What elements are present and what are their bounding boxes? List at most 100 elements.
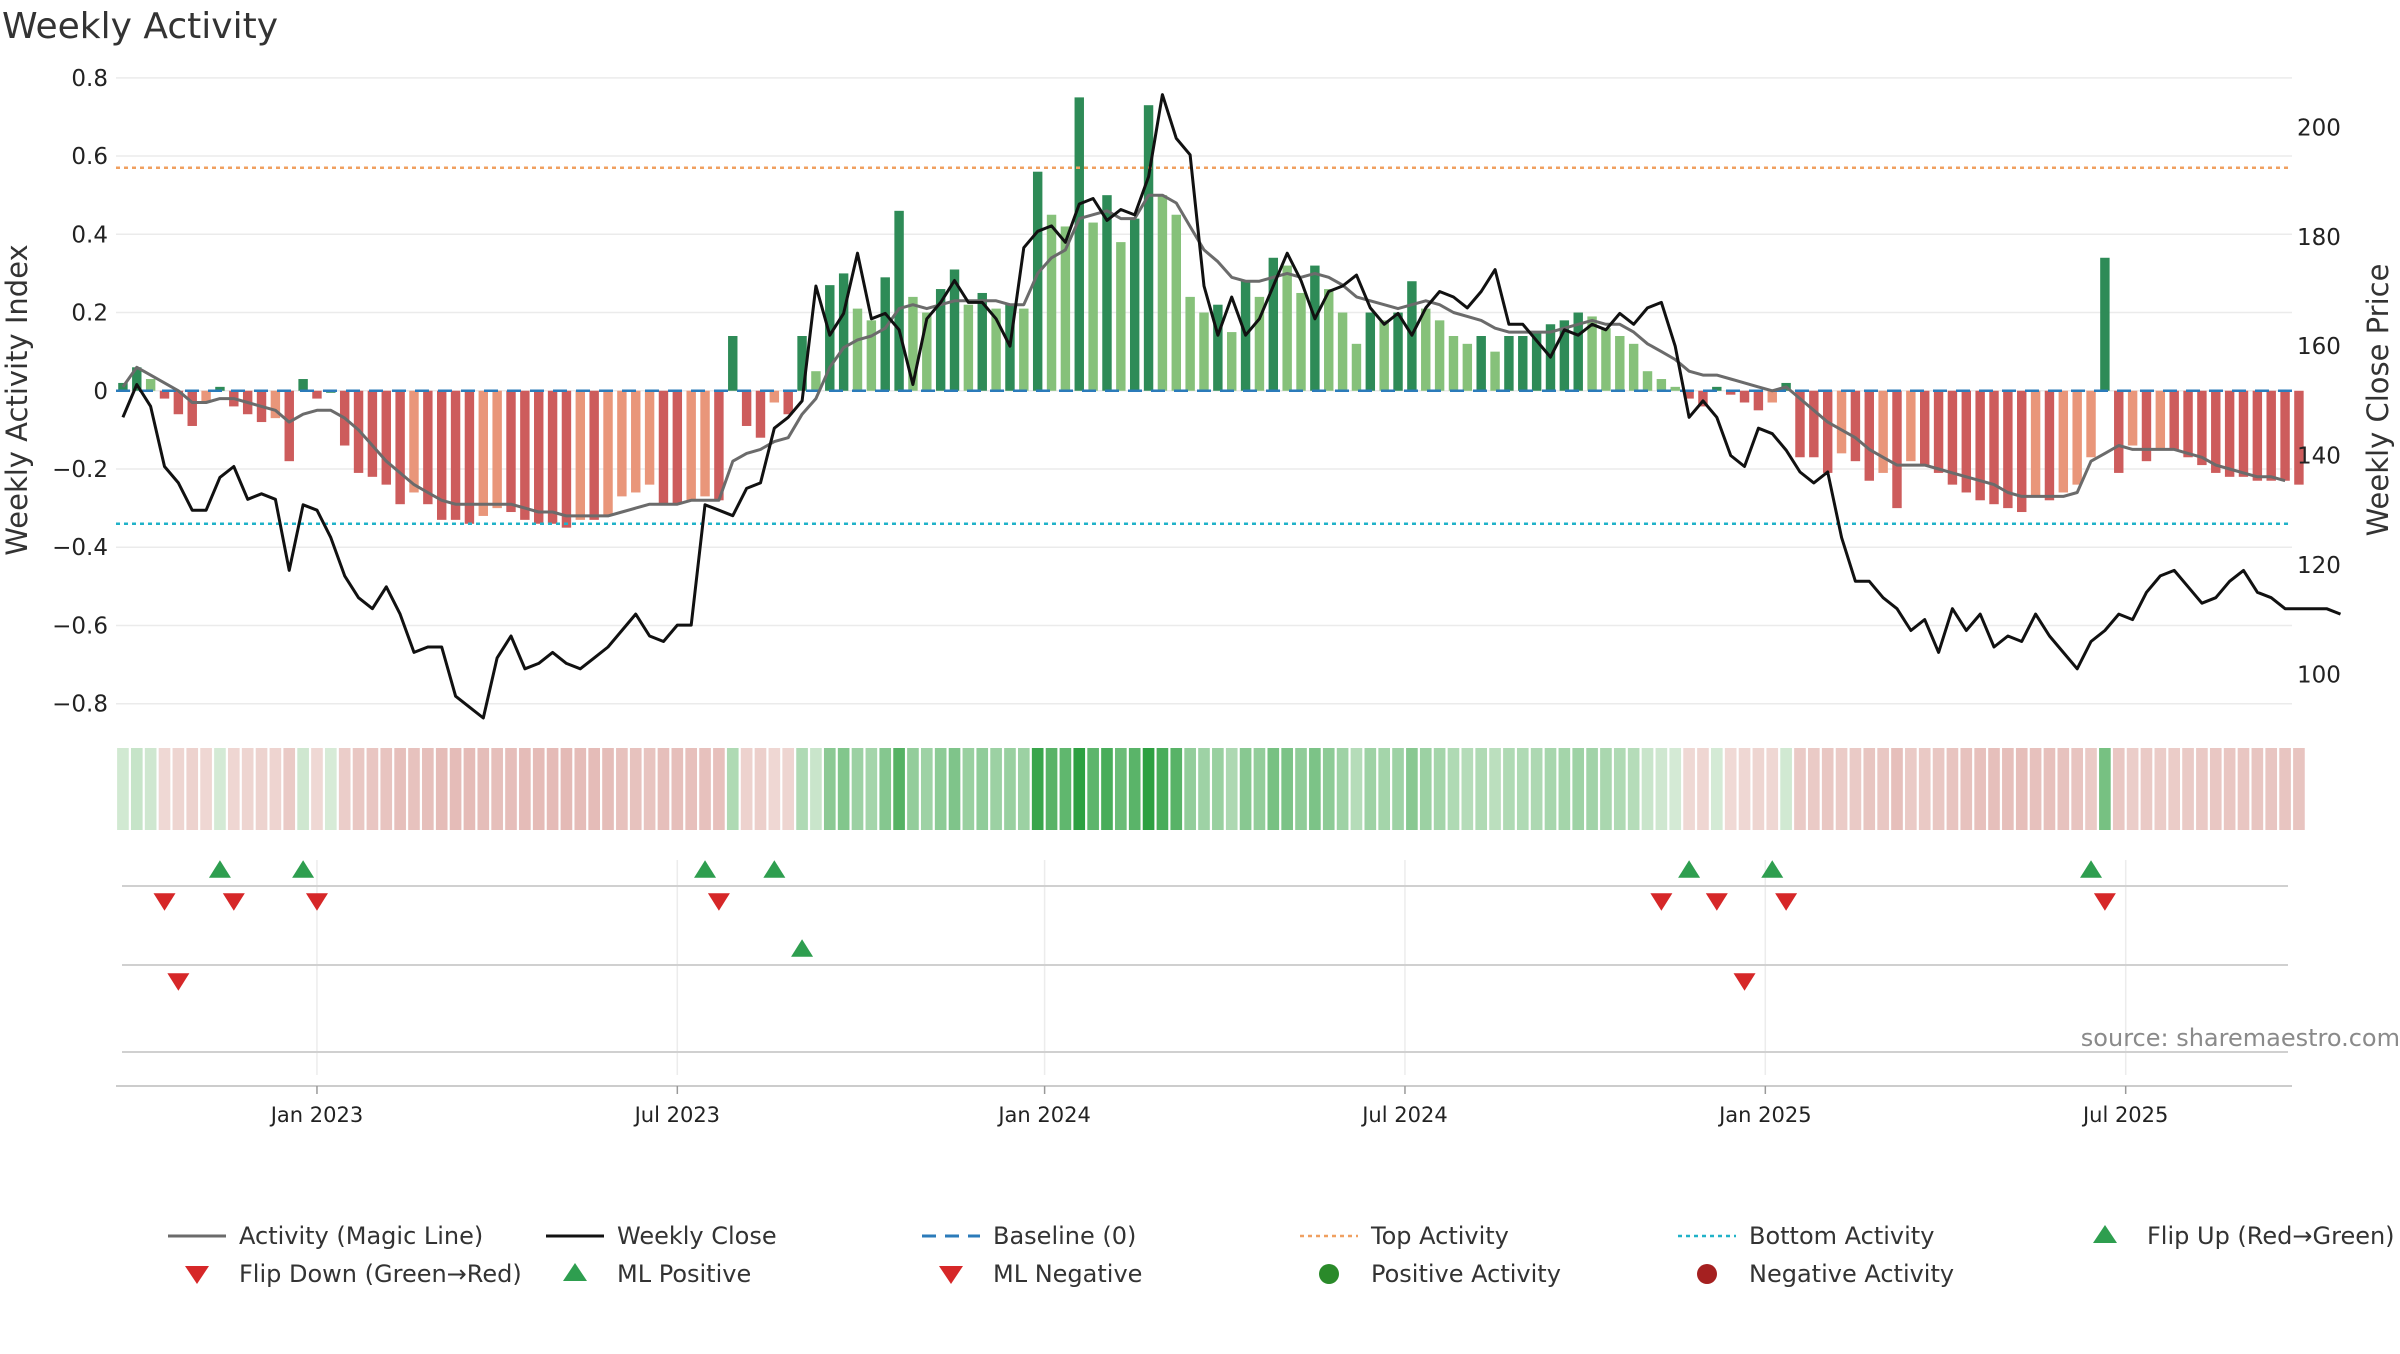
activity-bar bbox=[1601, 328, 1611, 391]
legend-item: Baseline (0) bbox=[922, 1222, 1136, 1250]
flip-down-marker bbox=[2093, 893, 2116, 911]
heat-cell bbox=[1406, 748, 1418, 830]
activity-bar bbox=[436, 390, 447, 520]
activity-bar bbox=[1448, 336, 1459, 391]
activity-bar bbox=[769, 390, 780, 403]
heat-cell bbox=[1475, 748, 1488, 830]
heat-cell bbox=[1558, 748, 1571, 830]
activity-bar bbox=[201, 390, 211, 403]
activity-bar bbox=[1143, 105, 1154, 391]
y-axis-right-label: Weekly Close Price bbox=[2361, 264, 2395, 537]
heat-cell bbox=[1766, 748, 1779, 830]
activity-bar bbox=[686, 390, 696, 501]
activity-bar bbox=[1906, 390, 1916, 462]
activity-bar bbox=[2294, 390, 2304, 485]
y-axis-left-label: Weekly Activity Index bbox=[0, 244, 34, 555]
heat-cell bbox=[1932, 748, 1945, 830]
heat-cell bbox=[1253, 748, 1266, 830]
activity-bar bbox=[1559, 320, 1570, 391]
y-right-tick-label: 100 bbox=[2297, 662, 2341, 688]
heat-cell bbox=[283, 748, 296, 830]
heat-cell bbox=[2209, 748, 2222, 830]
activity-bar bbox=[132, 367, 142, 391]
heat-cell bbox=[1212, 748, 1224, 830]
heat-cell bbox=[976, 748, 989, 830]
heat-cell bbox=[2029, 748, 2042, 830]
activity-bar bbox=[1046, 214, 1057, 391]
flip-up-marker bbox=[208, 860, 231, 878]
activity-bar bbox=[575, 390, 586, 520]
heat-cell bbox=[352, 748, 365, 830]
heat-cell bbox=[1780, 748, 1792, 830]
activity-bar bbox=[1712, 386, 1722, 391]
y-left-tick-label: −0.4 bbox=[52, 535, 108, 561]
heat-cell bbox=[241, 748, 254, 830]
x-tick-label: Jan 2023 bbox=[269, 1103, 364, 1127]
heat-cell bbox=[1322, 748, 1335, 830]
activity-bar bbox=[1684, 390, 1694, 399]
activity-bar bbox=[1504, 336, 1514, 391]
heat-cell bbox=[699, 748, 711, 830]
heat-cell bbox=[1392, 748, 1404, 830]
heat-cell bbox=[920, 748, 933, 830]
heat-cell bbox=[1489, 748, 1501, 830]
heat-cell bbox=[1960, 748, 1973, 830]
activity-bar bbox=[700, 390, 710, 497]
heat-cell bbox=[491, 748, 503, 830]
activity-bar bbox=[1767, 390, 1777, 403]
y-right-tick-label: 160 bbox=[2297, 334, 2341, 360]
activity-bar bbox=[1725, 390, 1736, 395]
activity-bar bbox=[1434, 320, 1445, 391]
activity-bar bbox=[1379, 320, 1389, 391]
heat-cell bbox=[422, 748, 434, 830]
y-left-tick-label: 0.2 bbox=[71, 301, 108, 327]
activity-bar bbox=[2058, 390, 2069, 493]
heat-cell bbox=[713, 748, 725, 830]
activity-bar bbox=[173, 390, 184, 415]
heat-cell bbox=[1808, 748, 1820, 830]
legend-item: Negative Activity bbox=[1697, 1260, 1954, 1288]
chart-title: Weekly Activity bbox=[2, 6, 278, 47]
activity-bar bbox=[2030, 390, 2041, 497]
heat-cell bbox=[117, 748, 129, 830]
activity-bar bbox=[880, 277, 890, 391]
legend-label: Activity (Magic Line) bbox=[239, 1222, 483, 1250]
heat-cell bbox=[269, 748, 282, 830]
source-note: source: sharemaestro.com bbox=[2081, 1024, 2400, 1052]
activity-bar bbox=[1005, 304, 1015, 391]
heat-cell bbox=[1170, 748, 1183, 830]
heat-cell bbox=[1419, 748, 1432, 830]
heat-cell bbox=[616, 748, 628, 830]
heat-cell bbox=[1849, 748, 1862, 830]
heat-cell bbox=[338, 748, 351, 830]
activity-bar bbox=[672, 390, 683, 505]
heat-cell bbox=[1059, 748, 1072, 830]
activity-bar bbox=[547, 390, 558, 524]
heat-cell bbox=[200, 748, 212, 830]
x-tick-label: Jul 2025 bbox=[2081, 1103, 2168, 1127]
flip-down-marker bbox=[707, 893, 730, 911]
heat-cell bbox=[1045, 748, 1058, 830]
activity-bar bbox=[1185, 296, 1195, 391]
flip-down-marker bbox=[153, 893, 176, 911]
legend-item: Positive Activity bbox=[1319, 1260, 1561, 1288]
heat-cell bbox=[2015, 748, 2028, 830]
activity-bar bbox=[589, 390, 599, 520]
activity-bar bbox=[2100, 257, 2110, 391]
y-left-tick-label: −0.8 bbox=[52, 692, 108, 718]
activity-bar bbox=[894, 210, 904, 391]
activity-bar bbox=[644, 390, 655, 485]
activity-bar bbox=[312, 390, 322, 399]
activity-bar bbox=[1282, 265, 1292, 391]
activity-bar bbox=[1476, 336, 1486, 391]
legend-swatch bbox=[185, 1266, 209, 1284]
heat-cell bbox=[1586, 748, 1598, 830]
ml-negative-marker bbox=[167, 973, 190, 991]
heat-cell bbox=[463, 748, 476, 830]
heat-cell bbox=[1600, 748, 1612, 830]
activity-bar bbox=[2114, 390, 2124, 473]
legend-label: Baseline (0) bbox=[993, 1222, 1136, 1250]
heat-cell bbox=[1336, 748, 1349, 830]
legend-swatch bbox=[1697, 1264, 1717, 1284]
